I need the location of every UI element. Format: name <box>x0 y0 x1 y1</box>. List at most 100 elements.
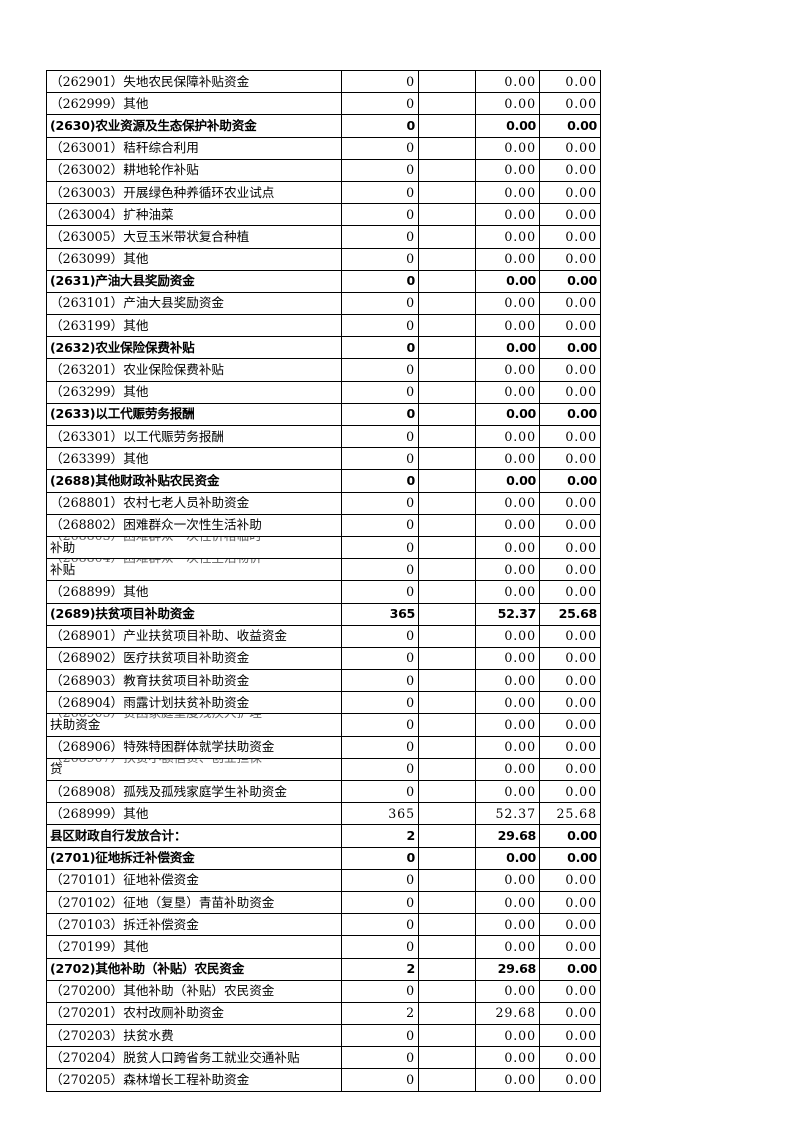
row-label-text: （263005）大豆玉米带状复合种植 <box>50 228 250 244</box>
table-row: （263004）扩种油菜 0 0.00 0.00 <box>46 203 601 227</box>
row-amount-2: 0.00 <box>539 824 601 848</box>
table-row: (2689)扶贫项目补助资金 365 52.37 25.68 <box>46 602 601 626</box>
table-row: (2701)征地拆迁补偿资金 0 0.00 0.00 <box>46 846 601 870</box>
row-amount-2: 0.00 <box>539 580 601 604</box>
row-amount-2: 0.00 <box>539 735 601 759</box>
row-count-value: 0 <box>341 269 419 293</box>
row-amount-2: 0.00 <box>539 1068 601 1092</box>
clipped-overflow-text: （268803）困难群众一次性价格临时 <box>50 537 262 545</box>
row-amount-2: 0.00 <box>539 92 601 116</box>
row-count-value: 0 <box>341 735 419 759</box>
row-label-text: 县区财政自行发放合计： <box>50 827 187 843</box>
row-blank-cell <box>418 291 476 316</box>
row-amount-2: 0.00 <box>539 757 601 782</box>
row-amount-1: 0.00 <box>475 1046 540 1070</box>
row-item-label: （263199）其他 <box>46 314 342 338</box>
row-label-text: （263399）其他 <box>50 450 149 466</box>
row-amount-1: 0.00 <box>475 225 540 249</box>
table-row: （270103）拆迁补偿资金 0 0.00 0.00 <box>46 913 601 937</box>
row-amount-1: 0.00 <box>475 158 540 182</box>
row-item-label: （268907）扶贫小额信贷、创业担保贷 <box>46 757 342 782</box>
row-amount-2: 0.00 <box>539 868 601 892</box>
row-amount-2: 0.00 <box>539 180 601 205</box>
row-label-text: (2631)产油大县奖励资金 <box>50 273 195 289</box>
row-item-label: （268801）农村七老人员补助资金 <box>46 491 342 515</box>
row-item-label: （270205）森林增长工程补助资金 <box>46 1068 342 1092</box>
row-amount-2: 0.00 <box>539 447 601 471</box>
row-item-label: （270103）拆迁补偿资金 <box>46 913 342 937</box>
row-item-label: （270199）其他 <box>46 935 342 959</box>
row-blank-cell <box>418 691 476 715</box>
row-amount-2: 0.00 <box>539 491 601 515</box>
row-blank-cell <box>418 735 476 759</box>
row-amount-2: 0.00 <box>539 402 601 427</box>
row-amount-1: 0.00 <box>475 424 540 449</box>
row-count-value: 0 <box>341 890 419 915</box>
row-category-label: (2702)其他补助（补贴）农民资金 <box>46 957 342 981</box>
row-item-label: （270101）征地补偿资金 <box>46 868 342 892</box>
row-blank-cell <box>418 402 476 427</box>
row-item-label: （268803）困难群众一次性价格临时补助 <box>46 535 342 560</box>
row-amount-1: 0.00 <box>475 69 540 94</box>
table-row: （268803）困难群众一次性价格临时补助00.000.00 <box>46 535 601 560</box>
row-label-text: （263101）产油大县奖励资金 <box>50 295 225 311</box>
row-blank-cell <box>418 269 476 293</box>
row-amount-2: 0.00 <box>539 269 601 293</box>
row-blank-cell <box>418 846 476 870</box>
row-count-value: 0 <box>341 1046 419 1070</box>
row-count-value: 0 <box>341 380 419 404</box>
table-row: (2631)产油大县奖励资金 0 0.00 0.00 <box>46 269 601 293</box>
table-row: （263299）其他 0 0.00 0.00 <box>46 380 601 404</box>
table-row: （270203）扶贫水费 0 0.00 0.00 <box>46 1024 601 1048</box>
row-blank-cell <box>418 92 476 116</box>
row-amount-1: 0.00 <box>475 1024 540 1048</box>
row-item-label: （263001）秸秆综合利用 <box>46 136 342 160</box>
row-blank-cell <box>418 558 476 582</box>
table-row: （263002）耕地轮作补贴 0 0.00 0.00 <box>46 158 601 182</box>
row-blank-cell <box>418 336 476 360</box>
row-amount-2: 0.00 <box>539 535 601 560</box>
row-count-value: 0 <box>341 314 419 338</box>
row-item-label: （263399）其他 <box>46 447 342 471</box>
row-label-text: （268999）其他 <box>50 805 149 821</box>
row-count-value: 0 <box>341 180 419 205</box>
row-count-value: 0 <box>341 580 419 604</box>
row-amount-1: 52.37 <box>475 802 540 826</box>
row-blank-cell <box>418 158 476 182</box>
table-row: （263005）大豆玉米带状复合种植 0 0.00 0.00 <box>46 225 601 249</box>
clipped-overflow-text: （268804）困难群众一次性生活物价 <box>50 560 262 568</box>
table-row: (2702)其他补助（补贴）农民资金 2 29.68 0.00 <box>46 957 601 981</box>
row-amount-1: 0.00 <box>475 713 540 737</box>
row-item-label: （262999）其他 <box>46 92 342 116</box>
row-amount-1: 0.00 <box>475 979 540 1003</box>
row-label-text: （270103）拆迁补偿资金 <box>50 916 199 932</box>
row-amount-2: 0.00 <box>539 691 601 715</box>
row-category-label: (2632)农业保险保费补贴 <box>46 336 342 360</box>
row-amount-1: 0.00 <box>475 558 540 582</box>
row-amount-2: 0.00 <box>539 935 601 959</box>
row-amount-1: 29.68 <box>475 1001 540 1026</box>
row-amount-1: 0.00 <box>475 1068 540 1092</box>
row-item-label: （262901）失地农民保障补贴资金 <box>46 69 342 94</box>
row-item-label: （263002）耕地轮作补贴 <box>46 158 342 182</box>
row-count-value: 0 <box>341 757 419 782</box>
table-row: （262999）其他 0 0.00 0.00 <box>46 92 601 116</box>
row-blank-cell <box>418 358 476 382</box>
row-count-value: 0 <box>341 69 419 94</box>
row-blank-cell <box>418 580 476 604</box>
row-count-value: 0 <box>341 114 419 138</box>
table-row: （263003）开展绿色种养循环农业试点 0 0.00 0.00 <box>46 180 601 205</box>
row-label-text: 贷 <box>50 761 63 777</box>
row-count-value: 0 <box>341 669 419 693</box>
row-blank-cell <box>418 913 476 937</box>
row-amount-2: 0.00 <box>539 846 601 870</box>
row-amount-1: 0.00 <box>475 469 540 493</box>
row-label-text: （270199）其他 <box>50 938 149 954</box>
row-label-text: (2633)以工代赈劳务报酬 <box>50 406 195 422</box>
row-amount-1: 0.00 <box>475 180 540 205</box>
row-amount-2: 0.00 <box>539 247 601 271</box>
table-row: （263101）产油大县奖励资金 0 0.00 0.00 <box>46 291 601 316</box>
row-count-value: 0 <box>341 225 419 249</box>
row-count-value: 0 <box>341 913 419 937</box>
row-category-label: 县区财政自行发放合计： <box>46 824 342 848</box>
